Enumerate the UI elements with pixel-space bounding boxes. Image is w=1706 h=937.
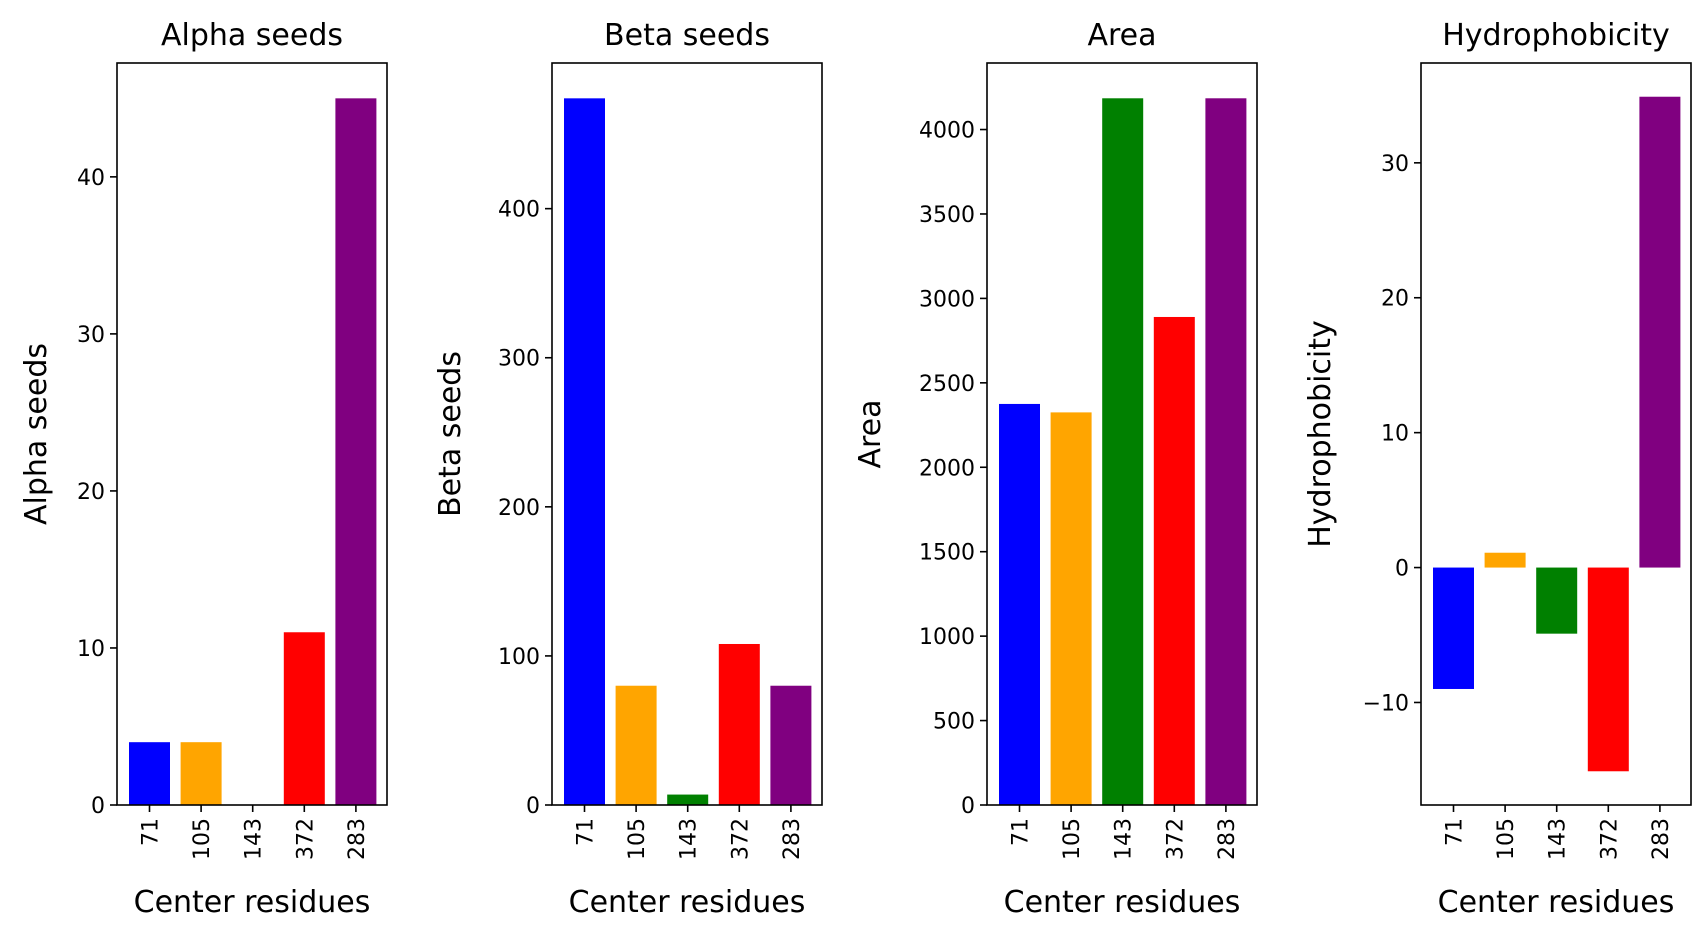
y-tick-label: 0 [526, 794, 540, 819]
bar-105 [1484, 552, 1526, 568]
y-tick-label: 200 [498, 496, 540, 521]
x-axis-label: Center residues [134, 885, 371, 920]
y-tick-label: 3500 [919, 203, 975, 228]
x-tick-label: 372 [1163, 818, 1188, 860]
x-tick-label: 283 [780, 818, 805, 860]
y-tick-label: 300 [498, 347, 540, 372]
chart-panel-0: 0 10 20 30 40 71 105 143 372 283 Alpha seeds Center… [19, 18, 388, 920]
bar-283 [1205, 98, 1247, 805]
y-tick-label: 40 [77, 166, 105, 191]
y-tick-label: 500 [933, 710, 975, 735]
chart-title: Hydrophobicity [1442, 18, 1670, 53]
bar-143 [667, 794, 709, 805]
x-tick-label: 71 [1443, 818, 1468, 846]
y-tick-label: 1500 [919, 541, 975, 566]
x-tick-label: 143 [677, 818, 702, 860]
x-tick-label: 71 [1009, 818, 1034, 846]
y-tick-label: 1000 [919, 625, 975, 650]
y-tick-label: 0 [91, 794, 105, 819]
bar-283 [335, 98, 377, 806]
bar-283 [770, 685, 812, 805]
x-tick-label: 71 [139, 818, 164, 846]
bar-71 [564, 98, 605, 806]
y-tick-label: 10 [77, 637, 105, 662]
x-axis-label: Center residues [1438, 885, 1675, 920]
y-tick-label: 0 [1395, 557, 1409, 582]
chart-panel-2: 0 500 1000 1500 2000 2500 3000 3500 4000 71 105 143… [853, 18, 1258, 920]
bar-71 [1433, 567, 1474, 689]
x-tick-label: 71 [574, 818, 599, 846]
bar-283 [1639, 96, 1681, 568]
x-tick-label: 105 [625, 818, 650, 860]
y-tick-label: 20 [77, 480, 105, 505]
y-tick-label: 2000 [919, 456, 975, 481]
bar-71 [129, 742, 170, 805]
y-tick-label: 20 [1381, 287, 1409, 312]
y-axis-label: Area [853, 399, 888, 468]
y-tick-label: −10 [1363, 691, 1409, 716]
y-tick-label: 10 [1381, 422, 1409, 447]
y-tick-label: 2500 [919, 372, 975, 397]
y-tick-label: 0 [961, 794, 975, 819]
x-tick-label: 143 [1546, 818, 1571, 860]
y-tick-label: 400 [498, 198, 540, 223]
y-tick-label: 3000 [919, 287, 975, 312]
chart-title: Beta seeds [604, 18, 770, 53]
y-tick-label: 100 [498, 645, 540, 670]
bar-372 [718, 643, 760, 805]
chart-panel-3: −10 0 10 20 30 71 105 143 372 283 Hydrophobicity Ce… [1303, 18, 1692, 920]
bar-105 [1050, 412, 1092, 805]
y-axis-label: Alpha seeds [19, 343, 54, 525]
bar-143 [1536, 567, 1578, 634]
y-axis-label: Hydrophobicity [1303, 320, 1338, 548]
bar-372 [283, 632, 325, 805]
chart-panel-1: 0 100 200 300 400 71 105 143 372 283 Beta seeds Cen… [433, 18, 823, 920]
bar-372 [1587, 567, 1629, 772]
x-tick-label: 105 [1494, 818, 1519, 860]
bar-372 [1153, 316, 1195, 805]
y-tick-label: 4000 [919, 119, 975, 144]
x-tick-label: 143 [242, 818, 267, 860]
bar-71 [999, 403, 1040, 805]
y-tick-label: 30 [77, 323, 105, 348]
y-tick-label: 30 [1381, 152, 1409, 177]
bar-143 [1102, 98, 1144, 805]
x-tick-label: 372 [728, 818, 753, 860]
y-axis-label: Beta seeds [433, 351, 468, 517]
x-tick-label: 372 [293, 818, 318, 860]
bar-105 [615, 685, 657, 805]
x-tick-label: 105 [190, 818, 215, 860]
bar-105 [180, 742, 222, 805]
chart-title: Area [1087, 18, 1156, 53]
chart-title: Alpha seeds [161, 18, 343, 53]
x-tick-label: 372 [1597, 818, 1622, 860]
x-tick-label: 143 [1112, 818, 1137, 860]
charts-group: 0 10 20 30 40 71 105 143 372 283 Alpha seeds Center… [19, 18, 1692, 920]
x-tick-label: 283 [345, 818, 370, 860]
x-tick-label: 283 [1649, 818, 1674, 860]
x-axis-label: Center residues [569, 885, 806, 920]
x-tick-label: 105 [1060, 818, 1085, 860]
x-tick-label: 283 [1215, 818, 1240, 860]
x-axis-label: Center residues [1004, 885, 1241, 920]
